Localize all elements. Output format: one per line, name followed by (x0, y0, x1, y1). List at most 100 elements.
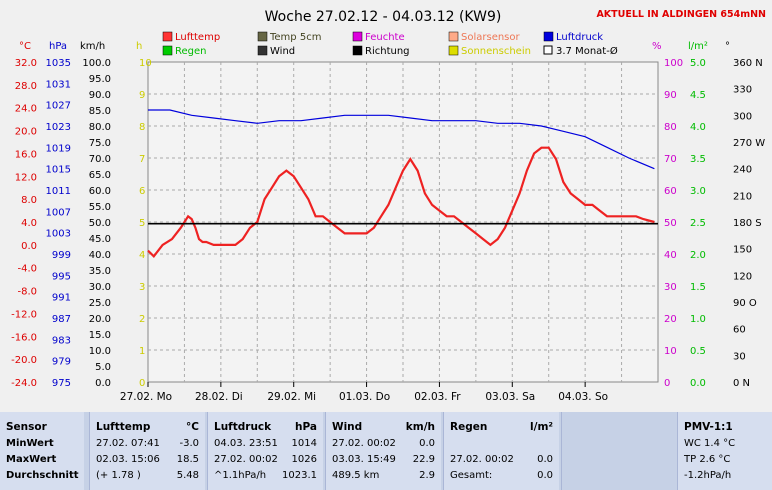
tick-label-rain: 1.5 (690, 282, 706, 293)
tick-label-humidity: 50 (664, 218, 677, 229)
tick-label-rain: 2.0 (690, 250, 706, 261)
regen-column: Regen l/m² 27.02. 00:02 0.0 Gesamt: 0.0 (443, 412, 559, 490)
tick-label-temp: 0.0 (21, 241, 37, 252)
tick-label-rain: 5.0 (690, 58, 706, 69)
table-row: ^1.1hPa/h 1023.1 (214, 470, 317, 481)
legend-label: Luftdruck (556, 32, 603, 43)
unit-pressure: hPa (49, 41, 67, 52)
legend-swatch (162, 45, 173, 56)
tick-label-pressure: 1027 (46, 101, 71, 112)
tick-label-pressure: 999 (52, 250, 71, 261)
tick-label-wind: 50.0 (89, 218, 111, 229)
tick-label-wind: 65.0 (89, 170, 111, 181)
tick-label-direction: 150 (733, 245, 752, 256)
tick-label-wind: 95.0 (89, 74, 111, 85)
tick-label-humidity: 20 (664, 314, 677, 325)
statistics-table: Sensor MinWert MaxWert Durchschnitt Luft… (0, 412, 772, 490)
tick-label-temp: 4.0 (21, 218, 37, 229)
tick-label-rain: 3.0 (690, 186, 706, 197)
tick-label-pressure: 995 (52, 271, 71, 282)
tick-label-wind: 0.0 (95, 378, 111, 389)
tick-label-pressure: 1019 (46, 143, 71, 154)
tick-label-temp: -24.0 (11, 378, 37, 389)
tick-label-humidity: 10 (664, 346, 677, 357)
pmv-trend: -1.2hPa/h (684, 470, 732, 481)
tick-label-wind: 25.0 (89, 298, 111, 309)
tick-label-temp: -20.0 (11, 355, 37, 366)
tick-label-pressure: 1031 (46, 79, 71, 90)
tick-label-rain: 3.5 (690, 154, 706, 165)
tick-label-rain: 1.0 (690, 314, 706, 325)
x-tick-label: 03.03. Sa (485, 391, 535, 403)
tick-label-pressure: 1035 (46, 58, 71, 69)
x-tick-label: 01.03. Do (339, 391, 390, 403)
x-tick-label: 04.03. So (558, 391, 608, 403)
wind-column: Wind km/h 27.02. 00:02 0.0 03.03. 15:49 22… (325, 412, 441, 490)
tick-label-wind: 60.0 (89, 186, 111, 197)
tick-label-humidity: 90 (664, 90, 677, 101)
tick-label-wind: 40.0 (89, 250, 111, 261)
tick-label-direction: 270 W (733, 138, 765, 149)
tick-label-pressure: 975 (52, 378, 71, 389)
tick-label-sun: 6 (139, 186, 145, 197)
tick-label-pressure: 983 (52, 335, 71, 346)
tick-label-temp: -16.0 (11, 332, 37, 343)
legend-label: Wind (270, 46, 295, 57)
tick-label-wind: 45.0 (89, 234, 111, 245)
tick-label-pressure: 1015 (46, 165, 71, 176)
tick-label-pressure: 1007 (46, 207, 71, 218)
tick-label-humidity: 70 (664, 154, 677, 165)
luftdruck-column: Luftdruck hPa 04.03. 23:51 1014 27.02. 00… (207, 412, 323, 490)
pmv-tp: TP 2.6 °C (684, 454, 731, 465)
legend-label: Feuchte (365, 32, 405, 43)
x-tick-label: 02.03. Fr (414, 391, 461, 403)
tick-label-direction: 300 (733, 111, 752, 122)
tick-label-temp: 24.0 (15, 104, 37, 115)
tick-label-sun: 8 (139, 122, 145, 133)
tick-label-direction: 210 (733, 191, 752, 202)
tick-label-pressure: 979 (52, 357, 71, 368)
location-banner[interactable]: AKTUELL IN ALDINGEN 654mNN (596, 9, 766, 20)
legend-swatch (162, 31, 173, 42)
legend-swatch (543, 31, 554, 42)
sensor-header: Sensor (6, 421, 47, 433)
legend-swatch (257, 45, 268, 56)
tick-label-pressure: 987 (52, 314, 71, 325)
table-row: 03.03. 15:49 22.9 (332, 454, 435, 465)
tick-label-rain: 4.0 (690, 122, 706, 133)
tick-label-wind: 85.0 (89, 106, 111, 117)
tick-label-wind: 35.0 (89, 266, 111, 277)
tick-label-sun: 7 (139, 154, 145, 165)
legend-label: Lufttemp (175, 32, 220, 43)
tick-label-sun: 10 (139, 58, 152, 69)
legend-label: Richtung (365, 46, 410, 57)
tick-label-direction: 60 (733, 325, 746, 336)
tick-label-wind: 55.0 (89, 202, 111, 213)
x-tick-label: 27.02. Mo (120, 391, 172, 403)
tick-label-wind: 70.0 (89, 154, 111, 165)
legend-swatch (543, 45, 553, 55)
tick-label-humidity: 0 (664, 378, 670, 389)
table-row: 27.02. 00:02 0.0 (332, 438, 435, 449)
unit-temp: °C (19, 41, 31, 52)
tick-label-wind: 80.0 (89, 122, 111, 133)
tick-label-direction: 330 (733, 85, 752, 96)
tick-label-temp: 12.0 (15, 172, 37, 183)
unit-direction: ° (725, 41, 730, 52)
tick-label-direction: 120 (733, 271, 752, 282)
pmv-header: PMV-1:1 (684, 421, 733, 433)
legend-swatch (448, 31, 459, 42)
tick-label-direction: 0 N (733, 378, 750, 389)
tick-label-pressure: 1011 (46, 186, 71, 197)
table-row: 27.02. 00:02 0.0 (450, 454, 553, 465)
tick-label-rain: 0.0 (690, 378, 706, 389)
empty-column (561, 412, 675, 490)
table-row: 02.03. 15:06 18.5 (96, 454, 199, 465)
unit-sun: h (136, 41, 142, 52)
wind-unit: km/h (405, 421, 435, 433)
regen-unit: l/m² (530, 421, 553, 433)
series-line (148, 109, 655, 170)
x-tick-label: 28.02. Di (195, 391, 243, 403)
tick-label-wind: 10.0 (89, 346, 111, 357)
